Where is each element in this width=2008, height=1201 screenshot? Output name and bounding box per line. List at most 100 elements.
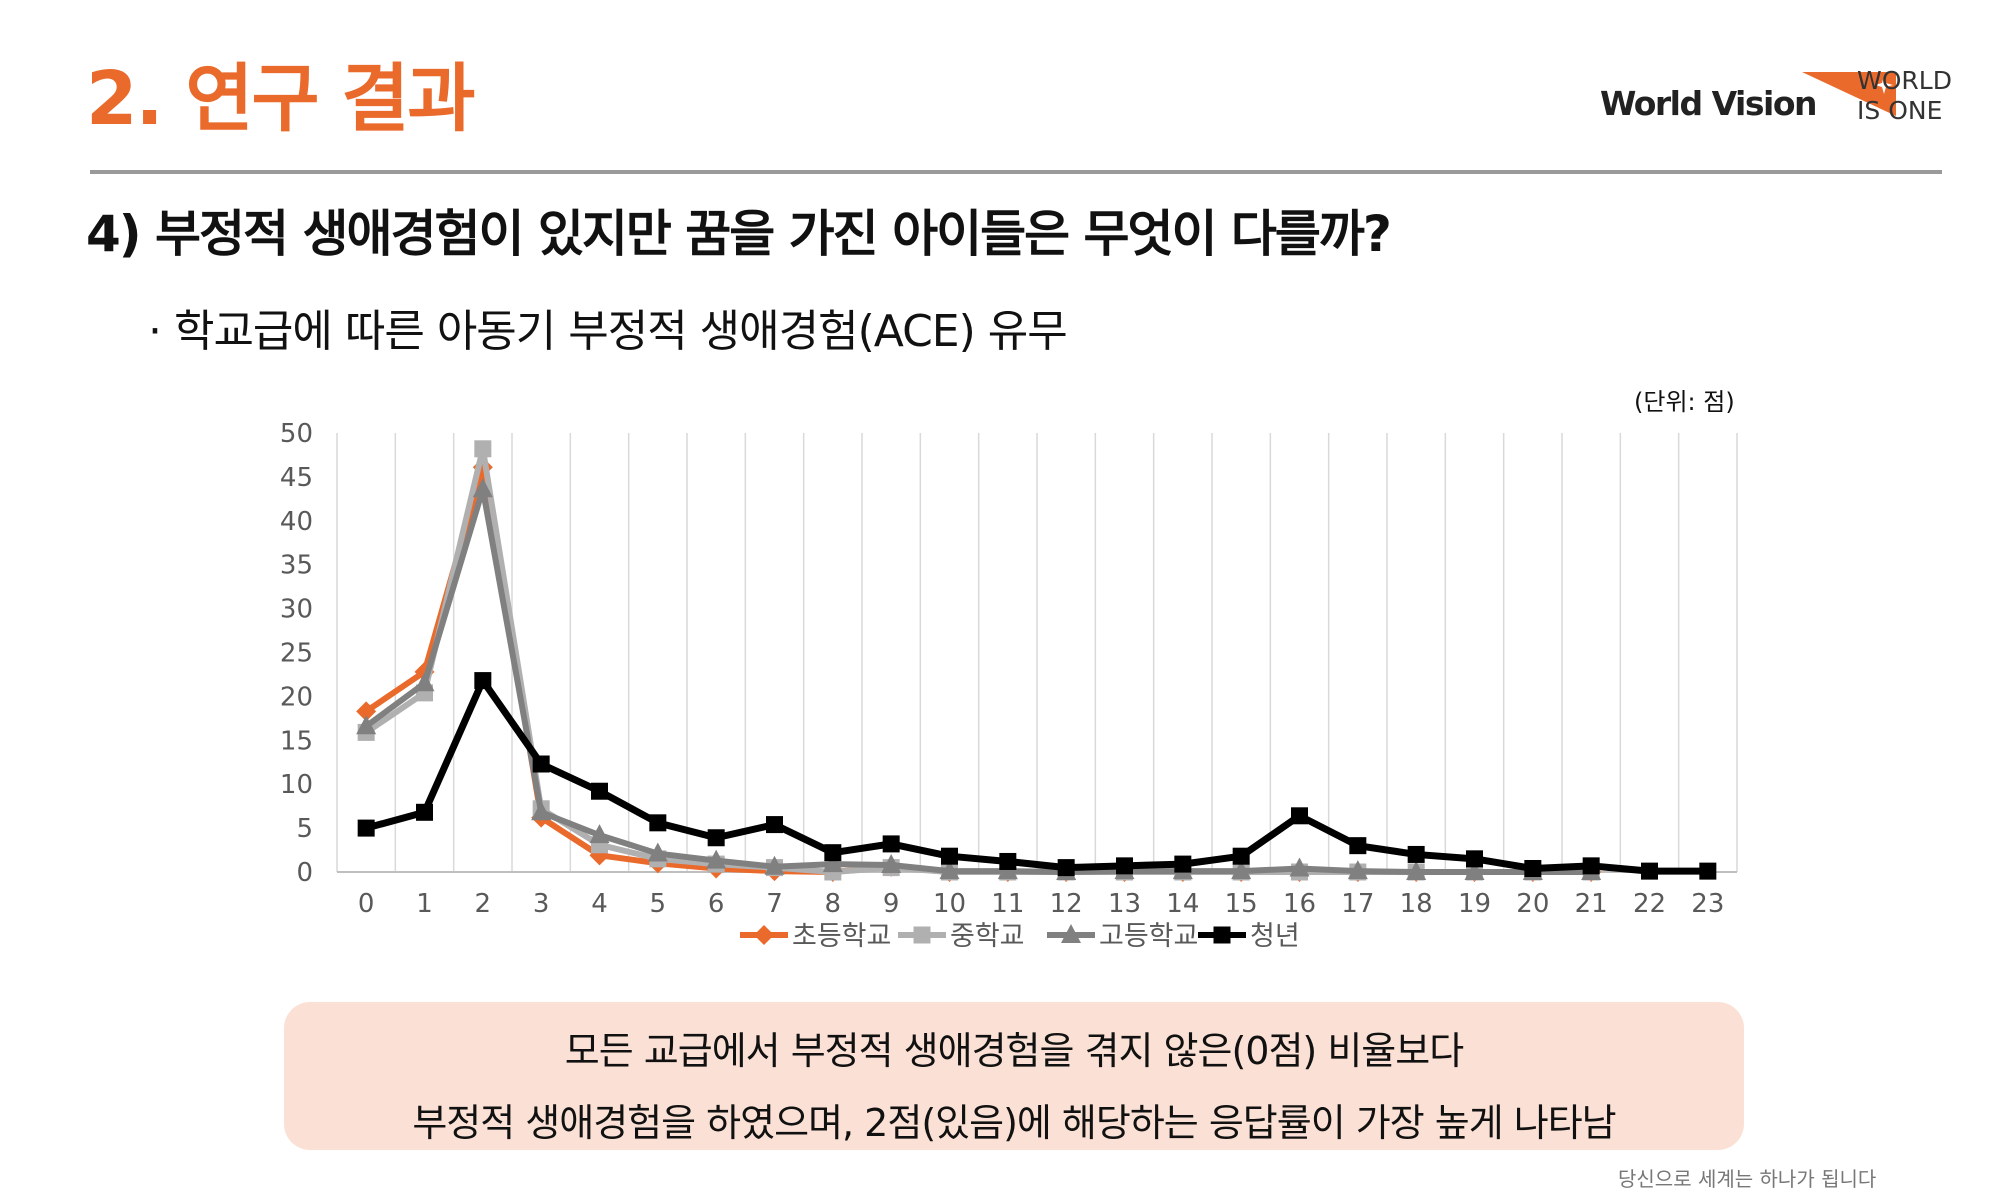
x-tick-label: 5 (650, 889, 667, 919)
legend-label: 중학교 (950, 921, 1025, 952)
data-point (941, 847, 958, 865)
data-point (1406, 861, 1427, 880)
data-point (882, 835, 900, 853)
data-point (1349, 837, 1367, 855)
legend-label: 고등학교 (1099, 921, 1198, 952)
y-tick-label: 25 (280, 639, 313, 669)
legend-marker (913, 926, 931, 944)
data-point (356, 701, 377, 722)
data-point (1232, 847, 1250, 865)
x-tick-label: 7 (766, 889, 783, 919)
y-tick-label: 5 (296, 814, 313, 844)
x-tick-label: 21 (1575, 889, 1608, 919)
data-point (1524, 859, 1542, 877)
summary-callout: 모든 교급에서 부정적 생애경험을 겪지 않은(0점) 비율보다 부정적 생애경… (284, 1002, 1744, 1150)
data-point (706, 849, 727, 869)
x-tick-label: 16 (1283, 889, 1316, 919)
data-point (822, 853, 843, 873)
logo-star-mark-icon (1802, 72, 1896, 116)
slide-question: 4) 부정적 생애경험이 있지만 꿈을 가진 아이들은 무엇이 다를까? (86, 205, 1392, 263)
legend-label: 청년 (1250, 921, 1300, 952)
y-tick-label: 0 (296, 858, 313, 888)
data-point (1641, 862, 1658, 880)
data-point (532, 755, 550, 773)
y-tick-label: 40 (280, 507, 313, 537)
x-tick-label: 19 (1458, 889, 1491, 919)
x-tick-label: 3 (533, 889, 550, 919)
data-point (647, 842, 668, 862)
data-point (707, 829, 725, 847)
x-tick-label: 10 (933, 889, 966, 919)
data-point (591, 782, 608, 800)
series-line-4 (362, 677, 1712, 875)
data-point (356, 715, 377, 735)
world-vision-logo: World Vision WORLD IS ONE (1600, 62, 1960, 142)
x-tick-label: 6 (708, 889, 725, 919)
data-point (1464, 861, 1485, 880)
data-point (531, 801, 552, 821)
data-point (1057, 859, 1075, 877)
x-tick-label: 9 (883, 889, 900, 919)
data-point (1407, 845, 1425, 863)
series-line-3 (363, 486, 1595, 875)
chart-caption: · 학교급에 따른 아동기 부정적 생애경험(ACE) 유무 (148, 306, 1068, 357)
data-point (414, 672, 435, 692)
data-point (1582, 857, 1600, 875)
data-point (472, 478, 493, 498)
x-tick-label: 12 (1050, 889, 1083, 919)
data-point (1347, 860, 1368, 880)
x-tick-label: 14 (1166, 889, 1199, 919)
data-point (1466, 850, 1483, 868)
y-tick-label: 30 (280, 595, 313, 625)
data-point (1116, 857, 1133, 875)
x-tick-label: 1 (416, 889, 433, 919)
x-tick-label: 20 (1516, 889, 1549, 919)
data-point (1231, 860, 1252, 880)
data-point (881, 853, 902, 873)
header-divider (90, 170, 1942, 174)
x-tick-label: 0 (358, 889, 375, 919)
data-point (1291, 807, 1308, 825)
y-tick-label: 45 (280, 463, 313, 493)
x-tick-label: 13 (1108, 889, 1141, 919)
y-tick-label: 15 (280, 726, 313, 756)
unit-label: (단위: 점) (1634, 388, 1735, 416)
data-point (766, 816, 783, 834)
y-tick-label: 20 (280, 682, 313, 712)
x-tick-label: 11 (991, 889, 1024, 919)
slogan-line-2: IS ONE (1857, 96, 1943, 125)
x-tick-label: 18 (1400, 889, 1433, 919)
data-point (474, 440, 492, 458)
legend-label: 초등학교 (792, 921, 891, 952)
x-tick-label: 2 (475, 889, 492, 919)
data-point (999, 852, 1017, 870)
logo-wordmark: World Vision (1600, 84, 1817, 123)
data-point (357, 819, 375, 837)
y-tick-label: 50 (280, 419, 313, 449)
x-tick-label: 17 (1341, 889, 1374, 919)
y-tick-label: 35 (280, 551, 313, 581)
x-tick-label: 8 (825, 889, 842, 919)
data-point (474, 672, 492, 690)
footer-slogan: 당신으로 세계는 하나가 됩니다 (1618, 1167, 1877, 1191)
data-point (416, 803, 433, 821)
data-point (939, 860, 960, 880)
data-point (1174, 855, 1192, 873)
section-title: 2. 연구 결과 (86, 56, 475, 142)
data-point (589, 824, 610, 844)
x-tick-label: 22 (1633, 889, 1666, 919)
slogan-line-1: WORLD (1857, 66, 1952, 95)
data-point (649, 814, 667, 832)
data-point (1699, 862, 1717, 880)
callout-line-1: 모든 교급에서 부정적 생애경험을 겪지 않은(0점) 비율보다 (564, 1029, 1464, 1073)
data-point (764, 855, 785, 875)
callout-line-2: 부정적 생애경험을 하였으며, 2점(있음)에 해당하는 응답률이 가장 높게 … (412, 1101, 1616, 1145)
data-point (824, 844, 842, 862)
logo-slogan: WORLD IS ONE (1857, 66, 1952, 126)
data-point (1289, 857, 1310, 877)
x-tick-label: 4 (591, 889, 608, 919)
x-tick-label: 15 (1225, 889, 1258, 919)
x-tick-label: 23 (1691, 889, 1724, 919)
legend-marker (754, 925, 774, 945)
